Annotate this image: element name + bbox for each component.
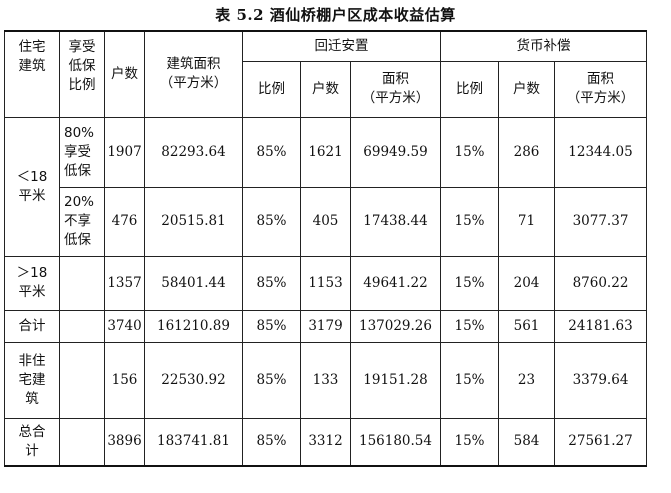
header-compensation: 货币补偿 [440, 30, 647, 62]
row-compensation-area: 8760.22 [554, 255, 647, 311]
row-category: ＜18 平米 [4, 116, 60, 257]
cost-benefit-table: 住宅 建筑 享受 低保 比例 户数 建筑面积 （平方米） 回迁安置 货币补偿 比… [4, 30, 647, 467]
row-relocation-area: 137029.26 [350, 309, 441, 343]
header-subsidy: 享受 低保 比例 [59, 30, 105, 118]
row-relocation-households: 405 [300, 186, 351, 257]
row-area: 183741.81 [144, 417, 243, 467]
row-relocation-ratio: 85% [242, 186, 301, 257]
row-compensation-households: 23 [498, 341, 555, 419]
row-compensation-ratio: 15% [440, 341, 499, 419]
row-subsidy: 80% 享受 低保 [59, 116, 105, 188]
row-compensation-households: 204 [498, 255, 555, 311]
row-relocation-households: 1621 [300, 116, 351, 188]
row-compensation-area: 3077.37 [554, 186, 647, 257]
header-relocation: 回迁安置 [242, 30, 441, 62]
table-row: 非住 宅建 筑 156 22530.92 85% 133 19151.28 15… [4, 341, 647, 419]
row-relocation-households: 3179 [300, 309, 351, 343]
row-households: 3740 [104, 309, 145, 343]
row-relocation-households: 3312 [300, 417, 351, 467]
table-row: 总合 计 3896 183741.81 85% 3312 156180.54 1… [4, 417, 647, 467]
header-relocation-households: 户数 [300, 60, 351, 118]
row-subsidy [59, 417, 105, 467]
row-relocation-area: 17438.44 [350, 186, 441, 257]
row-relocation-ratio: 85% [242, 341, 301, 419]
table-row: 20% 不享 低保 476 20515.81 85% 405 17438.44 … [5, 186, 647, 257]
row-households: 156 [104, 341, 145, 419]
row-relocation-ratio: 85% [242, 116, 301, 188]
row-category: 总合 计 [4, 417, 60, 467]
row-area: 82293.64 [144, 116, 243, 188]
row-area: 161210.89 [144, 309, 243, 343]
row-compensation-area: 3379.64 [554, 341, 647, 419]
row-compensation-ratio: 15% [440, 309, 499, 343]
row-area: 20515.81 [144, 186, 243, 257]
row-relocation-households: 133 [300, 341, 351, 419]
header-compensation-households: 户数 [498, 60, 555, 118]
row-relocation-households: 1153 [300, 255, 351, 311]
row-subsidy [59, 255, 105, 311]
header-households: 户数 [104, 30, 145, 118]
row-relocation-ratio: 85% [242, 309, 301, 343]
row-households: 3896 [104, 417, 145, 467]
row-relocation-area: 19151.28 [350, 341, 441, 419]
table-row: ＜18 平米 80% 享受 低保 1907 82293.64 85% 1621 … [4, 116, 647, 257]
row-relocation-area: 49641.22 [350, 255, 441, 311]
row-compensation-households: 584 [498, 417, 555, 467]
row-compensation-ratio: 15% [440, 255, 499, 311]
row-subsidy: 20% 不享 低保 [59, 186, 105, 257]
header-compensation-area: 面积 （平方米） [554, 60, 647, 118]
row-relocation-area: 156180.54 [350, 417, 441, 467]
row-compensation-households: 561 [498, 309, 555, 343]
row-compensation-ratio: 15% [440, 417, 499, 467]
row-category: 非住 宅建 筑 [4, 341, 60, 419]
row-area: 58401.44 [144, 255, 243, 311]
row-relocation-area: 69949.59 [350, 116, 441, 188]
row-compensation-area: 27561.27 [554, 417, 647, 467]
row-households: 476 [104, 186, 145, 257]
row-compensation-area: 12344.05 [554, 116, 647, 188]
header-area: 建筑面积 （平方米） [144, 30, 243, 118]
row-compensation-households: 71 [498, 186, 555, 257]
row-households: 1357 [104, 255, 145, 311]
row-compensation-ratio: 15% [440, 116, 499, 188]
row-subsidy [59, 309, 105, 343]
row-relocation-ratio: 85% [242, 417, 301, 467]
row-category: 合计 [4, 309, 60, 343]
row-households: 1907 [104, 116, 145, 188]
row-area: 22530.92 [144, 341, 243, 419]
header-residential: 住宅 建筑 [4, 30, 60, 118]
header-relocation-ratio: 比例 [242, 60, 301, 118]
row-compensation-area: 24181.63 [554, 309, 647, 343]
header-compensation-ratio: 比例 [440, 60, 499, 118]
table-row: ＞18 平米 1357 58401.44 85% 1153 49641.22 1… [4, 255, 647, 311]
row-subsidy [59, 341, 105, 419]
table-row: 合计 3740 161210.89 85% 3179 137029.26 15%… [4, 309, 647, 343]
header-relocation-area: 面积 （平方米） [350, 60, 441, 118]
row-compensation-households: 286 [498, 116, 555, 188]
row-category: ＞18 平米 [4, 255, 60, 311]
row-relocation-ratio: 85% [242, 255, 301, 311]
table-title: 表 5.2 酒仙桥棚户区成本收益估算 [215, 6, 456, 24]
row-compensation-ratio: 15% [440, 186, 499, 257]
